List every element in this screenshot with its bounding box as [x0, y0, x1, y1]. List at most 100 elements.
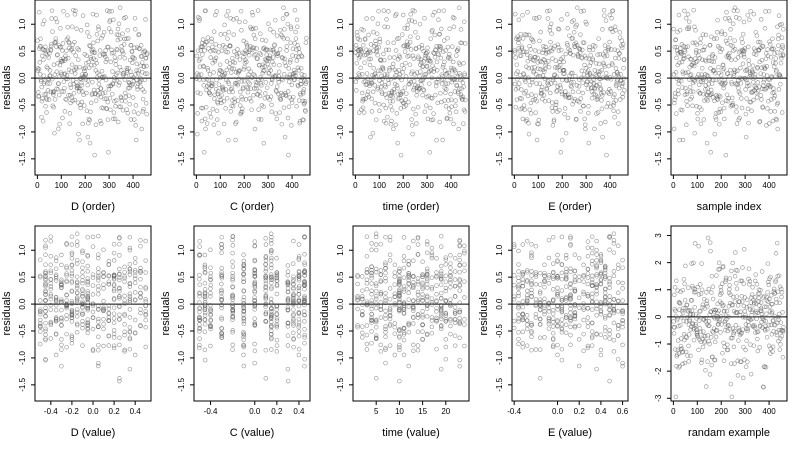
- data-point: [430, 28, 435, 33]
- data-point: [778, 60, 784, 66]
- data-point: [747, 282, 752, 287]
- data-point: [293, 73, 298, 78]
- data-point: [229, 85, 235, 90]
- data-point: [259, 37, 265, 43]
- data-point: [43, 314, 48, 319]
- data-point: [589, 299, 595, 304]
- data-points: [353, 5, 468, 158]
- data-point: [457, 277, 462, 282]
- data-point: [103, 48, 108, 53]
- data-point: [424, 285, 430, 291]
- data-point: [98, 86, 104, 91]
- x-tick-label: -0.2: [65, 407, 79, 416]
- data-point: [744, 67, 750, 72]
- data-point: [717, 121, 722, 127]
- data-point: [91, 40, 96, 46]
- data-point: [383, 313, 388, 318]
- data-point: [448, 265, 453, 270]
- data-point: [111, 328, 117, 333]
- data-point: [602, 290, 608, 296]
- data-point: [90, 79, 95, 85]
- data-point: [117, 296, 122, 301]
- data-point: [585, 320, 591, 326]
- data-point: [540, 96, 545, 102]
- data-point: [111, 345, 117, 351]
- data-point: [462, 72, 467, 78]
- data-point: [302, 309, 307, 314]
- data-point: [538, 87, 544, 93]
- data-point: [263, 236, 268, 241]
- data-point: [735, 8, 740, 13]
- data-point: [294, 47, 299, 52]
- data-point: [723, 80, 728, 85]
- data-point: [242, 51, 247, 56]
- data-point: [520, 344, 526, 350]
- data-point: [420, 286, 425, 292]
- data-point: [375, 21, 381, 27]
- data-point: [111, 305, 117, 310]
- data-point: [238, 8, 244, 14]
- data-point: [448, 274, 453, 279]
- data-point: [80, 291, 85, 297]
- data-point: [395, 140, 400, 146]
- data-point: [720, 350, 725, 356]
- data-point: [581, 348, 586, 354]
- data-point: [443, 273, 449, 279]
- data-point: [291, 313, 296, 318]
- data-point: [296, 297, 302, 302]
- data-point: [443, 337, 449, 342]
- data-point: [230, 295, 235, 300]
- data-point: [420, 280, 425, 286]
- data-point: [71, 49, 76, 55]
- data-point: [202, 48, 207, 53]
- y-axis-label: residuals: [637, 291, 649, 336]
- data-point: [595, 94, 600, 100]
- data-point: [565, 115, 571, 121]
- data-point: [258, 52, 264, 57]
- data-point: [392, 55, 397, 60]
- data-point: [383, 278, 388, 284]
- data-point: [612, 47, 618, 53]
- data-point: [430, 117, 436, 122]
- data-point: [457, 263, 462, 268]
- data-point: [707, 240, 713, 245]
- data-point: [131, 75, 136, 81]
- data-point: [208, 55, 213, 60]
- data-point: [731, 344, 737, 350]
- data-point: [353, 79, 359, 85]
- data-point: [230, 276, 235, 281]
- data-point: [424, 276, 430, 281]
- data-point: [537, 291, 543, 296]
- data-point: [59, 323, 64, 328]
- data-point: [725, 41, 730, 46]
- data-point: [451, 121, 456, 127]
- data-point: [580, 47, 585, 53]
- data-point: [683, 44, 689, 50]
- data-point: [687, 312, 693, 317]
- data-point: [765, 47, 770, 52]
- data-point: [516, 248, 521, 254]
- data-point: [456, 126, 461, 132]
- data-point: [397, 308, 402, 314]
- data-point: [457, 257, 462, 263]
- scatter-panel: -0.4 0.0 0.2 0.4-1.5-1.0-0.50.00.51.0C (val…: [160, 225, 311, 439]
- x-tick-label: 0: [671, 407, 676, 416]
- data-point: [208, 92, 213, 97]
- y-tick-label: 1.0: [336, 18, 345, 30]
- data-point: [274, 256, 279, 261]
- data-point: [590, 47, 596, 53]
- data-point: [373, 266, 379, 272]
- data-point: [706, 286, 712, 292]
- data-point: [516, 293, 521, 299]
- data-point: [35, 68, 41, 73]
- data-point: [290, 278, 296, 284]
- data-point: [69, 250, 75, 255]
- data-point: [96, 347, 101, 353]
- data-point: [136, 111, 141, 116]
- data-point: [526, 120, 531, 126]
- data-point: [693, 28, 698, 33]
- data-point: [296, 242, 302, 247]
- data-point: [53, 303, 59, 308]
- x-tick-label: 100: [214, 181, 228, 190]
- data-point: [268, 238, 274, 243]
